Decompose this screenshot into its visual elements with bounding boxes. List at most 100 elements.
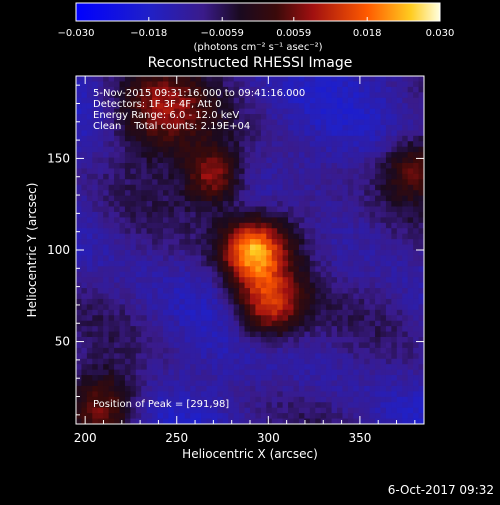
heatmap-cell bbox=[201, 211, 207, 218]
heatmap-cell bbox=[146, 81, 153, 88]
heatmap-cell bbox=[320, 97, 327, 104]
heatmap-cell bbox=[228, 81, 235, 88]
heatmap-cell bbox=[135, 163, 142, 169]
heatmap-cell bbox=[418, 358, 424, 365]
heatmap-cell bbox=[146, 375, 153, 381]
heatmap-cell bbox=[244, 76, 251, 82]
heatmap-cell bbox=[103, 130, 110, 137]
heatmap-cell bbox=[315, 114, 322, 120]
heatmap-cell bbox=[347, 233, 354, 240]
heatmap-cell bbox=[260, 266, 267, 273]
heatmap-cell bbox=[244, 282, 251, 289]
heatmap-cell bbox=[81, 114, 88, 120]
heatmap-cell bbox=[375, 407, 381, 414]
heatmap-cell bbox=[173, 288, 180, 294]
heatmap-cell bbox=[331, 146, 338, 153]
heatmap-cell bbox=[358, 163, 365, 169]
heatmap-cell bbox=[114, 304, 120, 311]
heatmap-cell bbox=[152, 315, 159, 322]
heatmap-cell bbox=[250, 76, 256, 82]
heatmap-cell bbox=[239, 86, 246, 93]
heatmap-cell bbox=[135, 201, 142, 207]
heatmap-cell bbox=[206, 124, 213, 131]
heatmap-cell bbox=[282, 337, 289, 343]
heatmap-cell bbox=[217, 250, 224, 256]
heatmap-cell bbox=[298, 108, 305, 115]
heatmap-cell bbox=[195, 103, 202, 110]
heatmap-cell bbox=[293, 108, 300, 115]
heatmap-cell bbox=[168, 288, 175, 294]
heatmap-cell bbox=[211, 369, 218, 376]
heatmap-cell bbox=[244, 358, 251, 365]
heatmap-cell bbox=[119, 326, 126, 333]
heatmap-cell bbox=[141, 271, 148, 278]
heatmap-cell bbox=[260, 141, 267, 148]
heatmap-cell bbox=[195, 114, 202, 120]
heatmap-cell bbox=[326, 141, 333, 148]
heatmap-cell bbox=[315, 375, 322, 381]
heatmap-cell bbox=[385, 391, 392, 398]
heatmap-cell bbox=[173, 168, 180, 175]
heatmap-cell bbox=[244, 298, 251, 305]
heatmap-cell bbox=[206, 418, 213, 424]
heatmap-cell bbox=[239, 124, 246, 131]
heatmap-cell bbox=[358, 76, 365, 82]
heatmap-cell bbox=[157, 135, 164, 142]
heatmap-cell bbox=[146, 271, 153, 278]
heatmap-cell bbox=[119, 135, 126, 142]
heatmap-cell bbox=[337, 108, 343, 115]
heatmap-cell bbox=[103, 331, 110, 338]
heatmap-cell bbox=[282, 222, 289, 229]
colorbar-tick-label: 0.0059 bbox=[276, 28, 311, 39]
heatmap-cell bbox=[157, 271, 164, 278]
heatmap-cell bbox=[402, 375, 409, 381]
heatmap-cell bbox=[282, 413, 289, 420]
heatmap-cell bbox=[190, 413, 197, 420]
heatmap-cell bbox=[347, 418, 354, 424]
heatmap-cell bbox=[375, 163, 381, 169]
heatmap-cell bbox=[217, 76, 224, 82]
heatmap-cell bbox=[228, 304, 235, 311]
heatmap-cell bbox=[271, 244, 278, 251]
heatmap-cell bbox=[97, 76, 104, 82]
heatmap-cell bbox=[168, 342, 175, 349]
heatmap-cell bbox=[282, 108, 289, 115]
heatmap-cell bbox=[233, 413, 240, 420]
heatmap-cell bbox=[342, 304, 349, 311]
heatmap-cell bbox=[364, 135, 371, 142]
heatmap-cell bbox=[152, 184, 159, 191]
heatmap-cell bbox=[190, 86, 197, 93]
heatmap-cell bbox=[76, 288, 82, 294]
heatmap-cell bbox=[396, 342, 403, 349]
heatmap-cell bbox=[282, 228, 289, 235]
heatmap-cell bbox=[358, 402, 365, 409]
heatmap-cell bbox=[342, 402, 349, 409]
heatmap-cell bbox=[157, 375, 164, 381]
heatmap-cell bbox=[217, 255, 224, 262]
heatmap-cell bbox=[179, 288, 186, 294]
heatmap-cell bbox=[233, 407, 240, 414]
heatmap-cell bbox=[402, 315, 409, 322]
heatmap-cell bbox=[369, 353, 376, 360]
heatmap-cell bbox=[190, 396, 197, 403]
heatmap-cell bbox=[76, 347, 82, 354]
heatmap-cell bbox=[86, 266, 93, 273]
heatmap-cell bbox=[418, 331, 424, 338]
heatmap-cell bbox=[418, 385, 424, 392]
heatmap-cell bbox=[315, 179, 322, 186]
heatmap-cell bbox=[76, 402, 82, 409]
heatmap-cell bbox=[326, 369, 333, 376]
heatmap-cell bbox=[391, 375, 398, 381]
heatmap-cell bbox=[239, 250, 246, 256]
heatmap-cell bbox=[201, 141, 207, 148]
heatmap-cell bbox=[217, 271, 224, 278]
heatmap-cell bbox=[369, 119, 376, 126]
heatmap-cell bbox=[92, 233, 99, 240]
heatmap-cell bbox=[288, 402, 294, 409]
heatmap-cell bbox=[353, 201, 360, 207]
heatmap-cell bbox=[277, 108, 284, 115]
heatmap-cell bbox=[146, 337, 153, 343]
heatmap-cell bbox=[201, 190, 207, 197]
heatmap-cell bbox=[413, 141, 420, 148]
